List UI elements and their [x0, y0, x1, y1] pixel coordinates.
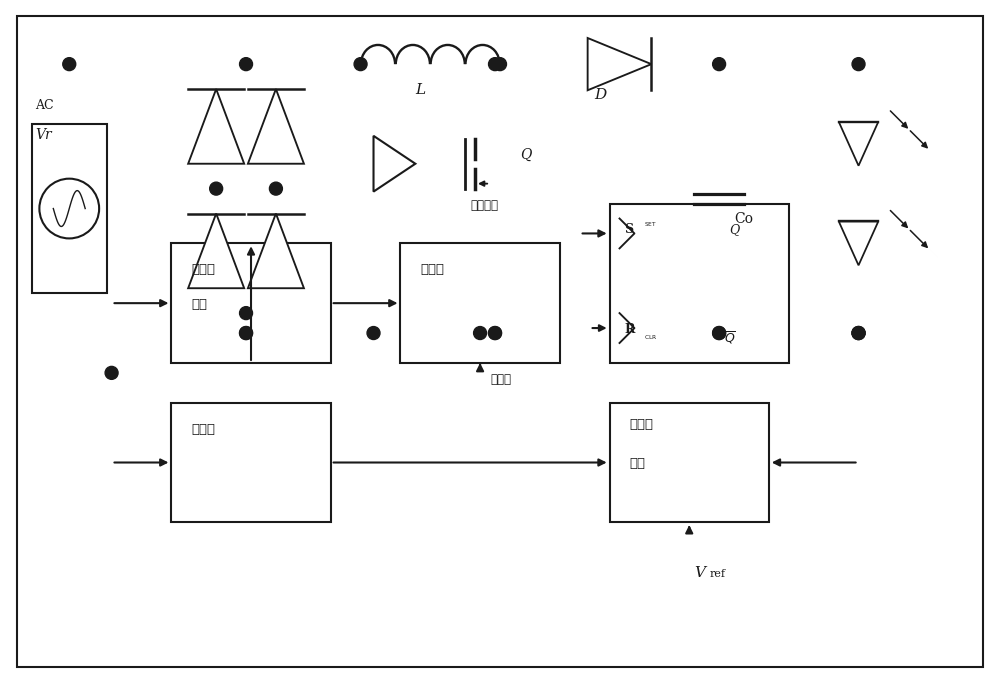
Circle shape — [489, 57, 501, 70]
Circle shape — [489, 326, 501, 339]
Bar — [400, 243, 560, 363]
Text: 时钟脉冲: 时钟脉冲 — [470, 199, 498, 212]
Text: Q: Q — [729, 223, 739, 236]
Bar — [610, 204, 789, 363]
Circle shape — [852, 326, 865, 339]
Text: 节器: 节器 — [629, 458, 645, 471]
Text: $\overline{Q}$: $\overline{Q}$ — [724, 330, 736, 346]
Polygon shape — [839, 122, 878, 166]
Circle shape — [240, 307, 253, 320]
Text: 比较器: 比较器 — [420, 263, 444, 277]
Polygon shape — [839, 221, 878, 265]
Text: 锯齿波: 锯齿波 — [490, 373, 511, 386]
Text: L: L — [415, 83, 425, 97]
Text: D: D — [595, 88, 607, 102]
Circle shape — [474, 326, 487, 339]
Circle shape — [240, 57, 253, 70]
Bar — [610, 403, 769, 522]
Circle shape — [852, 57, 865, 70]
Text: 节器: 节器 — [191, 298, 207, 311]
Text: 电流调: 电流调 — [191, 263, 215, 277]
Polygon shape — [248, 214, 304, 288]
Bar — [32, 124, 107, 293]
Text: V: V — [694, 566, 705, 580]
Text: Q: Q — [520, 148, 531, 162]
Circle shape — [240, 326, 253, 339]
Text: ref: ref — [709, 569, 725, 579]
Circle shape — [240, 326, 253, 339]
Polygon shape — [588, 38, 651, 90]
Bar — [171, 243, 331, 363]
Circle shape — [713, 326, 726, 339]
Polygon shape — [188, 89, 244, 164]
Circle shape — [367, 326, 380, 339]
Text: $^{\rm SET}$: $^{\rm SET}$ — [644, 221, 658, 230]
Circle shape — [713, 57, 726, 70]
Bar — [171, 403, 331, 522]
Circle shape — [713, 326, 726, 339]
Circle shape — [63, 57, 76, 70]
Text: R: R — [624, 323, 635, 336]
Circle shape — [852, 326, 865, 339]
Text: $_{\rm CLR}$: $_{\rm CLR}$ — [644, 333, 658, 342]
Text: 乘法器: 乘法器 — [191, 423, 215, 436]
Circle shape — [852, 326, 865, 339]
Circle shape — [489, 326, 501, 339]
Circle shape — [105, 366, 118, 379]
Circle shape — [269, 182, 282, 195]
Polygon shape — [248, 89, 304, 164]
Text: AC: AC — [35, 99, 54, 112]
Polygon shape — [374, 136, 415, 192]
Text: Co: Co — [734, 212, 753, 227]
Circle shape — [494, 57, 506, 70]
Text: S: S — [624, 223, 634, 236]
Polygon shape — [188, 214, 244, 288]
Text: 电压调: 电压调 — [629, 417, 653, 431]
Circle shape — [210, 182, 223, 195]
Text: Vr: Vr — [35, 128, 52, 142]
Circle shape — [354, 57, 367, 70]
